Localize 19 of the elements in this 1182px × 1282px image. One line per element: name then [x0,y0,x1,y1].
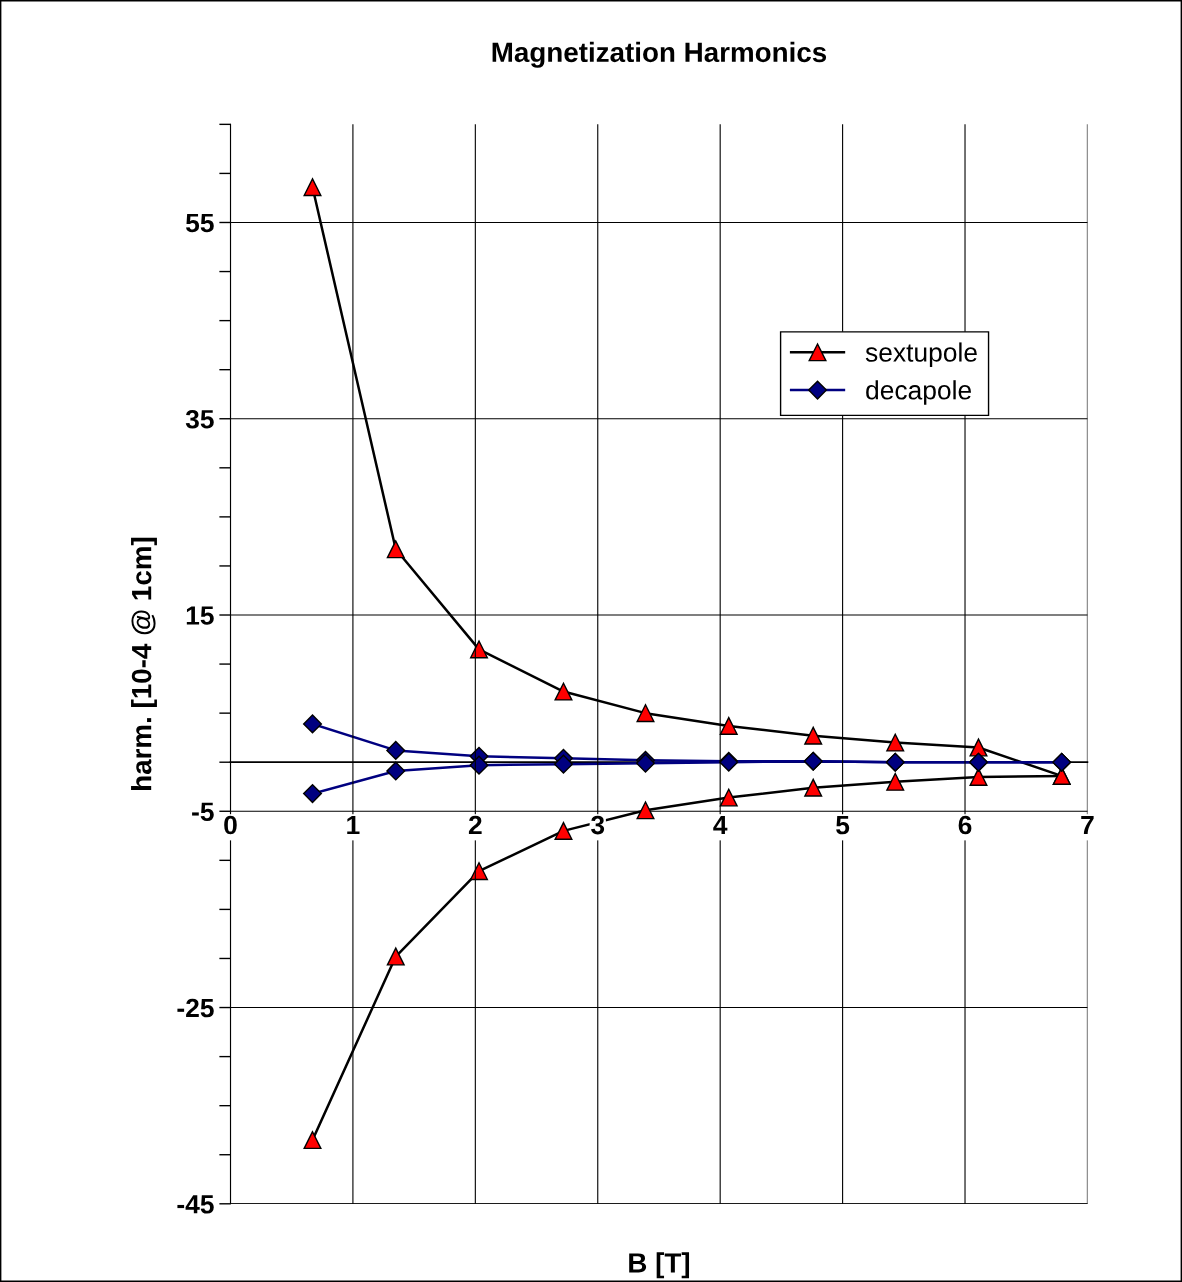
x-tick-label: 1 [347,815,360,835]
x-axis-title: B [T] [629,1252,690,1279]
x-tick-label: 6 [958,815,972,835]
x-tick-label: 0 [224,815,237,835]
legend-label: sextupole [865,342,977,367]
y-tick-label: -45 [177,1195,214,1214]
y-tick-label: 15 [186,606,214,625]
y-tick-label: 35 [185,409,214,429]
legend-label: decapole [866,380,971,405]
x-tick-label: 5 [836,815,850,835]
x-tick-label: 2 [468,815,482,835]
y-tick-label: -25 [177,998,214,1018]
y-tick-label: 55 [185,213,214,233]
chart-title: Magnetization Harmonics [492,41,827,68]
y-axis-title: harm. [10-4 @ 1cm] [131,537,157,790]
x-tick-label: 7 [1081,815,1094,835]
x-tick-label: 4 [713,815,728,835]
y-tick-label: -5 [192,802,214,822]
x-tick-label: 3 [591,815,605,835]
